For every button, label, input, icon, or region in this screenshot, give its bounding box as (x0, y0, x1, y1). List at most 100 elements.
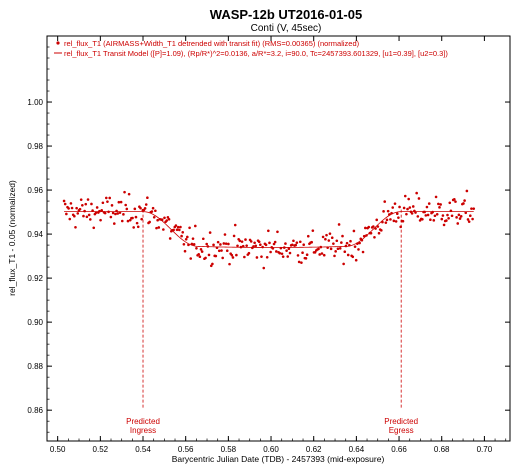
plot-frame (46, 35, 511, 442)
data-point (168, 237, 172, 240)
data-point (199, 248, 203, 251)
data-point (302, 243, 306, 247)
data-point (385, 218, 389, 222)
data-point (155, 226, 158, 230)
data-point (194, 224, 197, 228)
data-point (67, 207, 70, 210)
data-point (183, 249, 187, 253)
data-point (343, 250, 347, 253)
data-point (278, 251, 282, 255)
x-tick-label: 0.50 (50, 445, 66, 454)
data-point (117, 200, 121, 204)
data-point (109, 215, 113, 219)
data-point (424, 214, 428, 217)
data-point (469, 214, 472, 218)
data-point (399, 225, 403, 229)
data-point (358, 241, 361, 245)
predicted-label: Egress (389, 426, 414, 435)
predicted-label: Ingress (130, 426, 156, 435)
data-point (305, 253, 309, 257)
data-point (357, 248, 360, 251)
data-point (417, 197, 421, 200)
data-point (101, 201, 105, 205)
data-point (445, 219, 448, 222)
data-point (99, 218, 102, 222)
data-point (434, 195, 438, 199)
data-point (178, 228, 181, 232)
data-point (459, 215, 463, 218)
data-point (163, 216, 166, 220)
data-point (172, 228, 175, 232)
data-point (457, 213, 461, 217)
data-point (124, 203, 127, 207)
x-axis-label: Barycentric Julian Date (TDB) - 2457393 … (172, 454, 385, 464)
data-point (306, 234, 310, 238)
data-point (92, 226, 96, 230)
data-point (235, 253, 238, 257)
data-point (62, 199, 66, 203)
data-point (68, 217, 72, 221)
data-point (244, 238, 247, 241)
data-point (219, 243, 222, 246)
data-point (131, 216, 134, 220)
data-point (231, 256, 235, 259)
data-point (421, 217, 424, 221)
data-point (285, 249, 288, 252)
data-point (73, 214, 76, 218)
data-point (223, 233, 227, 236)
y-tick-label: 0.88 (27, 362, 43, 371)
data-point (458, 217, 462, 220)
data-point (65, 212, 68, 216)
data-point (63, 202, 67, 206)
data-point (382, 210, 385, 213)
data-point (75, 206, 78, 210)
data-point (204, 256, 207, 260)
data-point (446, 213, 449, 217)
data-point (86, 198, 90, 201)
data-point (448, 201, 452, 205)
data-point (333, 254, 336, 258)
data-point (262, 266, 266, 270)
data-point (403, 194, 407, 198)
data-point (140, 217, 143, 221)
data-point (186, 235, 189, 239)
data-point (462, 202, 465, 205)
data-point (245, 244, 248, 247)
data-point (165, 219, 169, 222)
transit-model-line (64, 211, 474, 248)
data-point (335, 239, 339, 243)
data-point (139, 206, 142, 210)
data-point (224, 242, 228, 245)
data-point (300, 261, 303, 264)
data-point (275, 250, 278, 253)
data-point (90, 202, 93, 206)
data-point (81, 203, 84, 207)
data-point (442, 223, 446, 227)
data-point (376, 225, 380, 228)
data-point (253, 241, 256, 245)
data-point (377, 231, 381, 235)
data-point (257, 240, 261, 244)
predicted-label: Predicted (126, 417, 160, 426)
predicted-label: Predicted (384, 417, 418, 426)
data-point (228, 262, 231, 266)
data-point (98, 209, 101, 213)
data-point (195, 247, 198, 250)
data-point (455, 216, 458, 219)
data-point (330, 236, 334, 240)
data-point (471, 217, 474, 221)
data-point (450, 214, 454, 218)
data-point (297, 260, 301, 264)
data-point (119, 200, 123, 204)
data-point (91, 209, 94, 212)
x-tick-label: 0.70 (477, 445, 493, 454)
x-tick-label: 0.58 (221, 445, 237, 454)
data-point (179, 225, 182, 229)
data-point (106, 200, 109, 203)
data-point (367, 225, 371, 229)
data-point (325, 233, 328, 237)
data-point (110, 204, 114, 207)
legend: rel_flux_T1 (AIRMASS+Width_T1 detrended … (54, 39, 448, 58)
data-point (267, 229, 270, 233)
data-point (453, 198, 456, 201)
